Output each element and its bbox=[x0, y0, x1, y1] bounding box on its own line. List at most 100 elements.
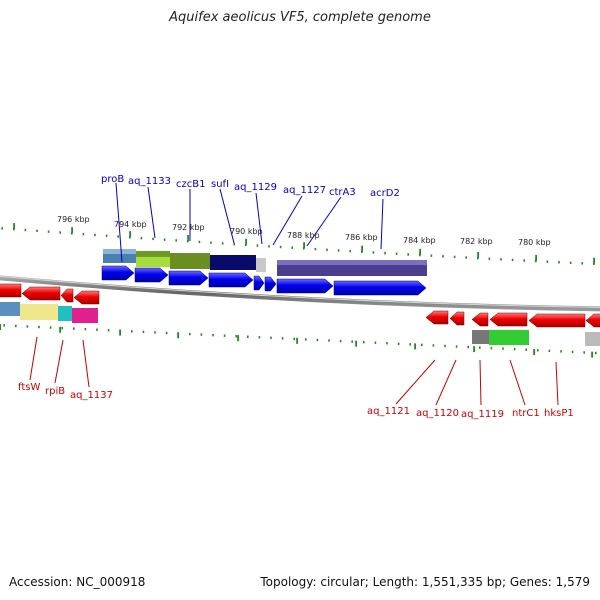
gene-label-acrD2[interactable]: acrD2 bbox=[370, 188, 400, 199]
ruler-major-tick bbox=[177, 332, 179, 339]
ruler-major-tick bbox=[245, 238, 247, 245]
gene-label-ntrC1[interactable]: ntrC1 bbox=[512, 408, 540, 419]
forward-gene-arrow[interactable] bbox=[264, 276, 277, 292]
ruler-dot bbox=[537, 349, 539, 352]
gene-label-sufI[interactable]: sufI bbox=[211, 179, 229, 190]
ruler-dot bbox=[13, 227, 15, 231]
reverse-gene-arrow[interactable] bbox=[21, 286, 61, 301]
ruler-major-tick bbox=[296, 337, 298, 344]
ruler-dot bbox=[511, 258, 514, 262]
forward-gene-arrow[interactable] bbox=[333, 280, 427, 296]
ruler-dot bbox=[593, 262, 595, 266]
ruler-major-tick bbox=[187, 235, 189, 242]
ruler-dot bbox=[372, 251, 375, 254]
forward-gene-arrow[interactable] bbox=[208, 272, 254, 288]
ruler-dot bbox=[374, 341, 377, 344]
gene-label-ftsW[interactable]: ftsW bbox=[18, 382, 40, 393]
ruler-dot bbox=[223, 334, 226, 337]
forward-gene-arrow[interactable] bbox=[134, 267, 169, 283]
cog-block bbox=[20, 304, 58, 320]
reverse-gene-arrow[interactable] bbox=[585, 313, 600, 328]
reverse-cog-blocks bbox=[0, 302, 600, 346]
reverse-gene-arrow[interactable] bbox=[60, 288, 74, 303]
cog-block-highlight bbox=[136, 251, 170, 257]
ruler-dot bbox=[397, 342, 400, 345]
scale-label: 790 kbp bbox=[230, 227, 263, 236]
cog-block bbox=[170, 253, 210, 269]
gene-label-aq_1120[interactable]: aq_1120 bbox=[416, 408, 459, 419]
ruler-dot bbox=[270, 336, 272, 340]
ruler-dot bbox=[442, 255, 444, 258]
gene-label-aq_1129[interactable]: aq_1129 bbox=[234, 182, 277, 193]
reverse-gene-arrow[interactable] bbox=[489, 312, 528, 327]
ruler-major-tick bbox=[419, 248, 421, 255]
ruler-dot bbox=[268, 245, 270, 248]
gene-label-aq_1121[interactable]: aq_1121 bbox=[367, 406, 410, 417]
ruler-dot bbox=[279, 245, 282, 249]
gene-label-proB[interactable]: proB bbox=[101, 174, 124, 185]
gene-label-aq_1119[interactable]: aq_1119 bbox=[461, 409, 504, 420]
ruler-dot bbox=[328, 339, 330, 342]
ruler-dot bbox=[513, 348, 516, 351]
ruler-major-tick bbox=[591, 351, 593, 358]
ruler-dot bbox=[82, 232, 85, 236]
cog-block bbox=[72, 308, 98, 323]
ruler-major-tick bbox=[129, 231, 131, 238]
ruler-dot bbox=[430, 254, 433, 257]
genome-summary-text: Topology: circular; Length: 1,551,335 bp… bbox=[260, 575, 590, 589]
forward-gene-arrow[interactable] bbox=[101, 265, 135, 281]
ruler-dot bbox=[432, 344, 435, 347]
ruler-dot bbox=[26, 325, 29, 328]
ruler-dot bbox=[395, 252, 398, 255]
reverse-gene-track bbox=[0, 283, 600, 328]
leader-line bbox=[54, 339, 64, 384]
ruler-dot bbox=[189, 332, 191, 336]
ruler-dot bbox=[24, 228, 27, 232]
ruler-dot bbox=[407, 253, 409, 256]
gene-label-aq_1133[interactable]: aq_1133 bbox=[128, 176, 171, 187]
ruler-dot bbox=[293, 337, 295, 341]
ruler-major-tick bbox=[533, 348, 535, 355]
ruler-dot bbox=[421, 343, 423, 347]
ruler-dot bbox=[453, 255, 456, 259]
forward-gene-labels: proB aq_1133 czcB1 sufI aq_1129 aq_1127 … bbox=[101, 174, 400, 199]
ruler-dot bbox=[247, 335, 249, 338]
gene-label-aq_1127[interactable]: aq_1127 bbox=[283, 185, 326, 196]
forward-gene-arrow[interactable] bbox=[276, 278, 334, 294]
reverse-gene-arrow[interactable] bbox=[73, 290, 100, 305]
ruler-major-tick bbox=[414, 343, 416, 350]
ruler-major-tick bbox=[13, 223, 15, 230]
reverse-gene-arrow[interactable] bbox=[425, 310, 449, 325]
reverse-gene-arrow[interactable] bbox=[471, 312, 489, 327]
gene-label-hksP1[interactable]: hksP1 bbox=[544, 408, 574, 419]
reverse-gene-arrow[interactable] bbox=[0, 283, 22, 298]
ruler-dot bbox=[105, 234, 108, 237]
gene-label-rpiB[interactable]: rpiB bbox=[45, 386, 65, 397]
ruler-dot bbox=[595, 351, 597, 355]
scale-label: 782 kbp bbox=[460, 237, 493, 246]
ruler-dot bbox=[363, 340, 365, 344]
ruler-dot bbox=[187, 239, 189, 243]
ruler-dot bbox=[212, 333, 214, 337]
genome-backbone-highlight bbox=[0, 275, 600, 308]
ruler-dot bbox=[305, 338, 307, 341]
reverse-gene-arrow[interactable] bbox=[528, 313, 586, 328]
forward-gene-arrow[interactable] bbox=[168, 270, 209, 286]
ruler-dot bbox=[386, 342, 388, 345]
leader-line bbox=[395, 359, 436, 405]
ruler-dot bbox=[233, 242, 235, 246]
forward-gene-arrow[interactable] bbox=[253, 275, 265, 291]
ruler-dot bbox=[291, 246, 293, 249]
ruler-dot bbox=[61, 326, 63, 330]
ruler-major-tick bbox=[71, 227, 73, 234]
ruler-dot bbox=[361, 250, 363, 254]
ruler-dot bbox=[140, 236, 143, 240]
gene-label-aq_1137[interactable]: aq_1137 bbox=[70, 390, 113, 401]
gene-label-czcB1[interactable]: czcB1 bbox=[176, 179, 205, 190]
cog-block bbox=[256, 258, 266, 272]
accession-text: Accession: NC_000918 bbox=[9, 575, 146, 589]
gene-label-ctrA3[interactable]: ctrA3 bbox=[329, 187, 356, 198]
ruler-dot bbox=[548, 349, 551, 353]
reverse-gene-arrow[interactable] bbox=[449, 311, 465, 326]
